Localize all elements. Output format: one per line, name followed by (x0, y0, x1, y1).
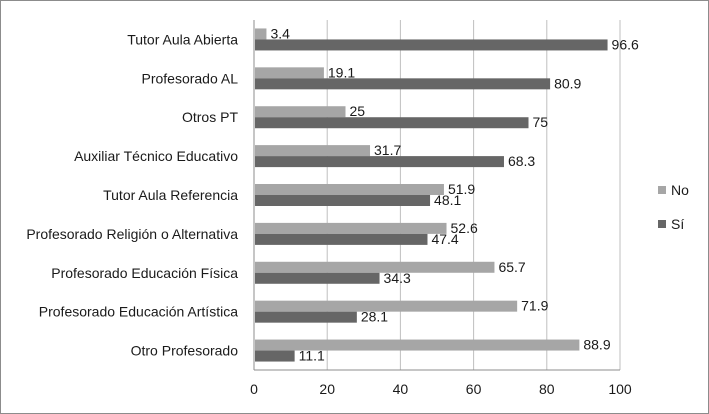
data-label: 88.9 (583, 337, 610, 353)
category-label: Otros PT (182, 109, 238, 125)
bar-si (255, 195, 431, 206)
data-label: 31.7 (374, 142, 401, 158)
x-tick-label: 40 (393, 381, 409, 397)
bar-no (255, 106, 346, 118)
data-label: 75 (533, 114, 549, 130)
bar-si (255, 117, 529, 129)
x-tick-label: 80 (539, 381, 555, 397)
data-label: 3.4 (270, 25, 290, 41)
x-tick-label: 60 (466, 381, 482, 397)
bars (255, 28, 608, 362)
data-label: 68.3 (508, 153, 535, 169)
x-tick-labels: 0 20 40 60 80 100 (250, 381, 632, 397)
bar-si (255, 78, 551, 90)
data-label: 28.1 (361, 309, 388, 325)
data-label: 51.9 (448, 181, 475, 197)
data-label: 25 (350, 103, 366, 119)
legend-swatch (658, 220, 666, 228)
x-tick-label: 0 (250, 381, 258, 397)
legend-label: No (671, 182, 689, 198)
category-label: Profesorado Educación Artística (39, 304, 238, 320)
data-label: 71.9 (521, 298, 548, 314)
category-labels: Tutor Aula Abierta Profesorado AL Otros PT… (26, 31, 238, 358)
legend-label: Sí (671, 216, 684, 232)
data-label: 34.3 (384, 270, 411, 286)
category-label: Otro Profesorado (131, 343, 239, 359)
legend: No Sí (658, 182, 689, 232)
data-label: 47.4 (431, 231, 458, 247)
bar-no (255, 145, 371, 157)
bar-si (255, 233, 428, 245)
category-label: Profesorado AL (141, 70, 238, 86)
category-label: Profesorado Religión o Alternativa (26, 226, 238, 242)
data-label: 52.6 (451, 220, 478, 236)
bar-no (255, 67, 324, 79)
data-label: 48.1 (434, 192, 461, 208)
category-label: Tutor Aula Abierta (127, 31, 238, 47)
bar-si (255, 272, 380, 284)
data-label: 80.9 (554, 75, 581, 91)
bar-si (255, 39, 608, 51)
category-label: Profesorado Educación Física (51, 265, 238, 281)
data-label: 19.1 (328, 64, 355, 80)
bar-no (255, 339, 580, 351)
bar-no (255, 222, 447, 234)
bar-si (255, 311, 357, 323)
bar-no (255, 261, 495, 273)
data-label: 11.1 (299, 348, 325, 364)
x-tick-label: 100 (608, 381, 632, 397)
category-label: Auxiliar Técnico Educativo (74, 148, 238, 164)
bar-no (255, 300, 518, 312)
data-label: 96.6 (612, 36, 639, 52)
data-label: 65.7 (498, 259, 525, 275)
bar-si (255, 156, 504, 168)
legend-swatch (658, 186, 666, 194)
data-labels: 3.4 96.6 19.1 80.9 25 75 31.7 68.3 51.948.1 52.64… (270, 25, 639, 363)
bar-no (255, 28, 267, 40)
category-label: Tutor Aula Referencia (103, 187, 238, 203)
x-tick-label: 20 (319, 381, 335, 397)
bar-si (255, 350, 295, 362)
bar-no (255, 184, 444, 195)
